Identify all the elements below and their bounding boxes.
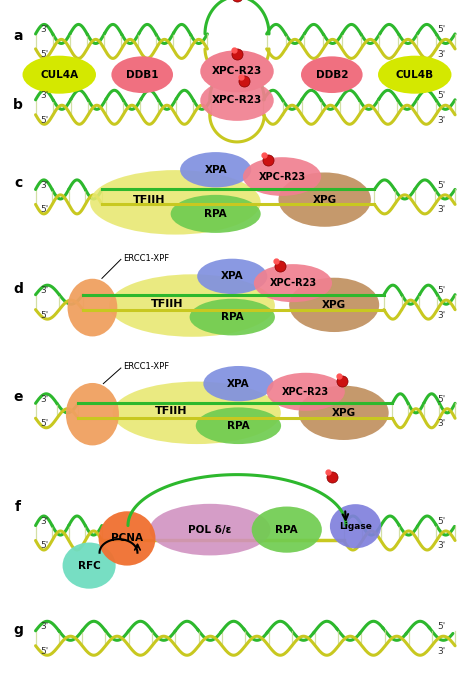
Ellipse shape xyxy=(149,504,270,555)
Text: XPC-R23: XPC-R23 xyxy=(212,96,262,105)
Text: 5': 5' xyxy=(438,394,446,404)
Text: e: e xyxy=(13,390,23,404)
Text: XPA: XPA xyxy=(227,379,250,388)
Text: TFIIH: TFIIH xyxy=(151,299,183,308)
Text: 5': 5' xyxy=(438,91,446,100)
Text: 3': 3' xyxy=(438,50,446,59)
Text: 5': 5' xyxy=(40,205,48,215)
Text: CUL4A: CUL4A xyxy=(40,70,78,79)
Text: DDB1: DDB1 xyxy=(126,70,158,79)
Text: 3': 3' xyxy=(40,181,48,190)
Ellipse shape xyxy=(301,56,363,93)
Text: Ligase: Ligase xyxy=(339,521,372,531)
Text: 5': 5' xyxy=(438,181,446,190)
Text: XPG: XPG xyxy=(322,300,346,310)
Text: 3': 3' xyxy=(438,205,446,215)
Text: CUL4B: CUL4B xyxy=(396,70,434,79)
Text: d: d xyxy=(13,282,23,295)
Text: b: b xyxy=(13,98,23,111)
Text: 5': 5' xyxy=(438,517,446,526)
Text: 3': 3' xyxy=(40,394,48,404)
Text: 3': 3' xyxy=(438,310,446,320)
Ellipse shape xyxy=(203,366,273,401)
Text: 5': 5' xyxy=(438,286,446,295)
Text: f: f xyxy=(15,500,21,514)
Ellipse shape xyxy=(180,152,251,187)
Ellipse shape xyxy=(330,504,381,549)
Ellipse shape xyxy=(90,170,261,235)
Text: XPA: XPA xyxy=(221,272,244,281)
Text: 5': 5' xyxy=(40,419,48,428)
Text: XPA: XPA xyxy=(204,165,227,175)
Text: XPC-R23: XPC-R23 xyxy=(212,67,262,76)
Text: 3': 3' xyxy=(40,622,48,631)
Text: TFIIH: TFIIH xyxy=(133,195,165,204)
Ellipse shape xyxy=(200,80,274,121)
Ellipse shape xyxy=(109,274,275,337)
Text: RPA: RPA xyxy=(275,525,298,534)
Text: XPG: XPG xyxy=(332,408,356,418)
Ellipse shape xyxy=(68,278,117,337)
Text: XPC-R23: XPC-R23 xyxy=(282,387,329,397)
Text: 3': 3' xyxy=(438,541,446,551)
Text: RFC: RFC xyxy=(78,561,100,570)
Ellipse shape xyxy=(299,386,389,440)
Text: RPA: RPA xyxy=(227,421,250,430)
Text: 5': 5' xyxy=(40,50,48,59)
Ellipse shape xyxy=(23,56,96,94)
Ellipse shape xyxy=(266,373,345,411)
Text: 3': 3' xyxy=(438,115,446,125)
Ellipse shape xyxy=(378,56,451,94)
Ellipse shape xyxy=(289,278,379,332)
Text: 5': 5' xyxy=(438,622,446,631)
Ellipse shape xyxy=(279,172,371,227)
Text: RPA: RPA xyxy=(204,209,227,219)
Ellipse shape xyxy=(66,383,119,445)
Text: XPC-R23: XPC-R23 xyxy=(258,172,306,181)
Ellipse shape xyxy=(112,382,281,444)
Text: XPC-R23: XPC-R23 xyxy=(269,278,317,288)
Text: 5': 5' xyxy=(438,25,446,35)
Ellipse shape xyxy=(111,56,173,93)
Text: a: a xyxy=(13,29,23,43)
Text: 3': 3' xyxy=(438,646,446,656)
Text: PCNA: PCNA xyxy=(111,534,143,543)
Text: 3': 3' xyxy=(40,517,48,526)
Ellipse shape xyxy=(63,543,116,589)
Text: TFIIH: TFIIH xyxy=(155,406,187,416)
Text: 5': 5' xyxy=(40,541,48,551)
Text: ERCC1-XPF: ERCC1-XPF xyxy=(123,253,169,263)
Text: 3': 3' xyxy=(40,91,48,100)
Ellipse shape xyxy=(171,195,261,233)
Ellipse shape xyxy=(243,157,321,196)
Text: POL δ/ε: POL δ/ε xyxy=(188,525,232,534)
Ellipse shape xyxy=(99,511,155,566)
Text: XPG: XPG xyxy=(313,195,337,204)
Ellipse shape xyxy=(252,507,322,553)
Text: DDB2: DDB2 xyxy=(316,70,348,79)
Text: 5': 5' xyxy=(40,115,48,125)
Text: 5': 5' xyxy=(40,310,48,320)
Text: 3': 3' xyxy=(40,286,48,295)
Text: ERCC1-XPF: ERCC1-XPF xyxy=(123,362,169,371)
Ellipse shape xyxy=(200,50,274,92)
Text: RPA: RPA xyxy=(221,312,244,322)
Text: 3': 3' xyxy=(40,25,48,35)
Ellipse shape xyxy=(190,299,275,335)
Ellipse shape xyxy=(196,407,281,444)
Text: 5': 5' xyxy=(40,646,48,656)
Text: g: g xyxy=(13,623,23,637)
Ellipse shape xyxy=(197,259,267,294)
Text: c: c xyxy=(14,177,22,190)
Ellipse shape xyxy=(254,264,332,302)
Text: 3': 3' xyxy=(438,419,446,428)
